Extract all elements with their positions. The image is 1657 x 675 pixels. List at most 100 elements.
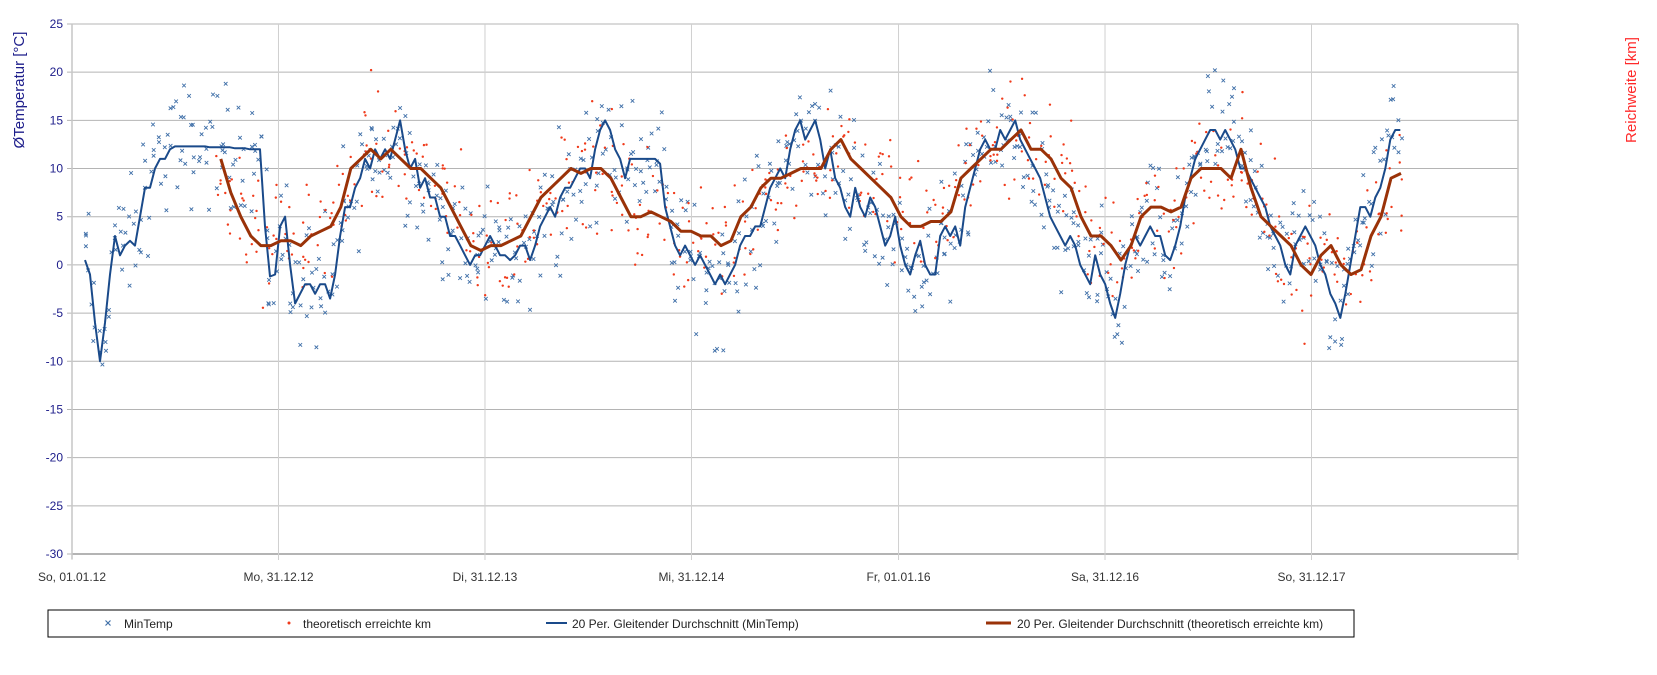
mintemp-point xyxy=(683,208,688,213)
km-point xyxy=(989,159,992,162)
km-point xyxy=(477,255,481,259)
mintemp-point xyxy=(1134,251,1140,257)
km-point xyxy=(1026,159,1030,162)
km-point xyxy=(1172,266,1176,270)
km-point xyxy=(387,129,390,133)
km-point xyxy=(433,184,437,187)
mintemp-point xyxy=(147,215,152,220)
km-point xyxy=(1179,252,1183,255)
km-point xyxy=(1335,250,1338,253)
mintemp-point xyxy=(649,131,654,136)
mintemp-point xyxy=(1044,172,1049,177)
km-point xyxy=(224,191,227,195)
mintemp-point xyxy=(1355,238,1361,243)
mintemp-point xyxy=(480,227,486,232)
mintemp-point xyxy=(638,169,643,174)
km-point xyxy=(724,221,728,224)
mintemp-point xyxy=(118,229,123,234)
km-point xyxy=(692,241,695,244)
mintemp-point xyxy=(551,199,556,205)
x-tick-label: Di, 31.12.13 xyxy=(453,570,518,584)
mintemp-point xyxy=(1396,118,1401,123)
km-point xyxy=(835,152,838,155)
km-point xyxy=(1220,207,1223,210)
mintemp-point xyxy=(566,152,571,157)
mintemp-point xyxy=(736,309,741,314)
km-point xyxy=(1303,342,1306,346)
km-point xyxy=(1084,210,1087,214)
mintemp-point xyxy=(1088,237,1093,242)
mintemp-point xyxy=(168,143,173,148)
mintemp-point xyxy=(1287,281,1292,286)
mintemp-point xyxy=(1219,149,1225,154)
mintemp-point xyxy=(1231,86,1237,91)
mintemp-point xyxy=(290,304,296,310)
km-point xyxy=(800,179,803,183)
mintemp-point xyxy=(999,163,1005,168)
mintemp-point xyxy=(1378,158,1383,163)
mintemp-point xyxy=(1031,188,1036,194)
km-point xyxy=(1009,80,1012,83)
km-point xyxy=(795,204,798,207)
mintemp-point xyxy=(1353,217,1358,222)
km-point xyxy=(1153,174,1157,177)
y-tick-label: 25 xyxy=(50,17,64,31)
mintemp-point xyxy=(581,157,586,163)
km-point xyxy=(714,243,717,246)
mintemp-point xyxy=(550,174,555,179)
km-point xyxy=(1130,276,1133,279)
mintemp-point xyxy=(880,255,885,260)
km-point xyxy=(620,213,624,217)
km-point xyxy=(1027,177,1031,180)
mintemp-point xyxy=(334,284,340,289)
km-point xyxy=(1366,189,1369,192)
legend-marker-dot xyxy=(287,621,291,625)
mintemp-point xyxy=(966,232,971,237)
km-point xyxy=(1120,267,1124,270)
mintemp-point xyxy=(897,200,902,206)
km-point xyxy=(532,229,536,232)
mintemp-point xyxy=(452,201,457,207)
mintemp-point xyxy=(1381,157,1387,162)
mintemp-point xyxy=(942,251,947,256)
km-point xyxy=(720,292,723,295)
km-point xyxy=(672,191,676,195)
mintemp-point xyxy=(288,309,293,315)
km-point xyxy=(743,220,747,223)
km-point xyxy=(539,191,543,194)
mintemp-point xyxy=(1265,266,1271,272)
mintemp-point xyxy=(162,145,167,150)
mintemp-point xyxy=(1206,89,1212,94)
km-point xyxy=(244,253,248,256)
km-point xyxy=(375,194,378,198)
km-point xyxy=(993,140,997,144)
mintemp-point xyxy=(1141,257,1146,262)
km-point xyxy=(1110,231,1113,234)
mintemp-point xyxy=(600,151,605,156)
km-point xyxy=(847,206,851,209)
km-point xyxy=(219,179,222,182)
km-point xyxy=(1048,103,1052,106)
km-point xyxy=(1344,303,1348,306)
km-point xyxy=(601,172,604,176)
y-tick-label: 15 xyxy=(50,113,64,127)
mintemp-point xyxy=(757,263,763,268)
mintemp-point xyxy=(1228,146,1233,151)
mintemp-point xyxy=(1059,290,1064,295)
mintemp-point xyxy=(760,223,766,229)
mintemp-point xyxy=(237,135,243,140)
mintemp-point xyxy=(753,285,759,290)
mintemp-point xyxy=(553,263,559,268)
km-point xyxy=(942,186,946,190)
km-point xyxy=(503,276,507,279)
km-point xyxy=(1240,117,1244,120)
mintemp-point xyxy=(1179,241,1184,246)
km-point xyxy=(1277,215,1281,218)
mintemp-point xyxy=(970,152,976,158)
mintemp-point xyxy=(1197,162,1203,168)
km-point xyxy=(1182,167,1185,170)
mintemp-point xyxy=(126,214,132,219)
km-point xyxy=(364,114,367,117)
mintemp-point xyxy=(586,136,592,142)
